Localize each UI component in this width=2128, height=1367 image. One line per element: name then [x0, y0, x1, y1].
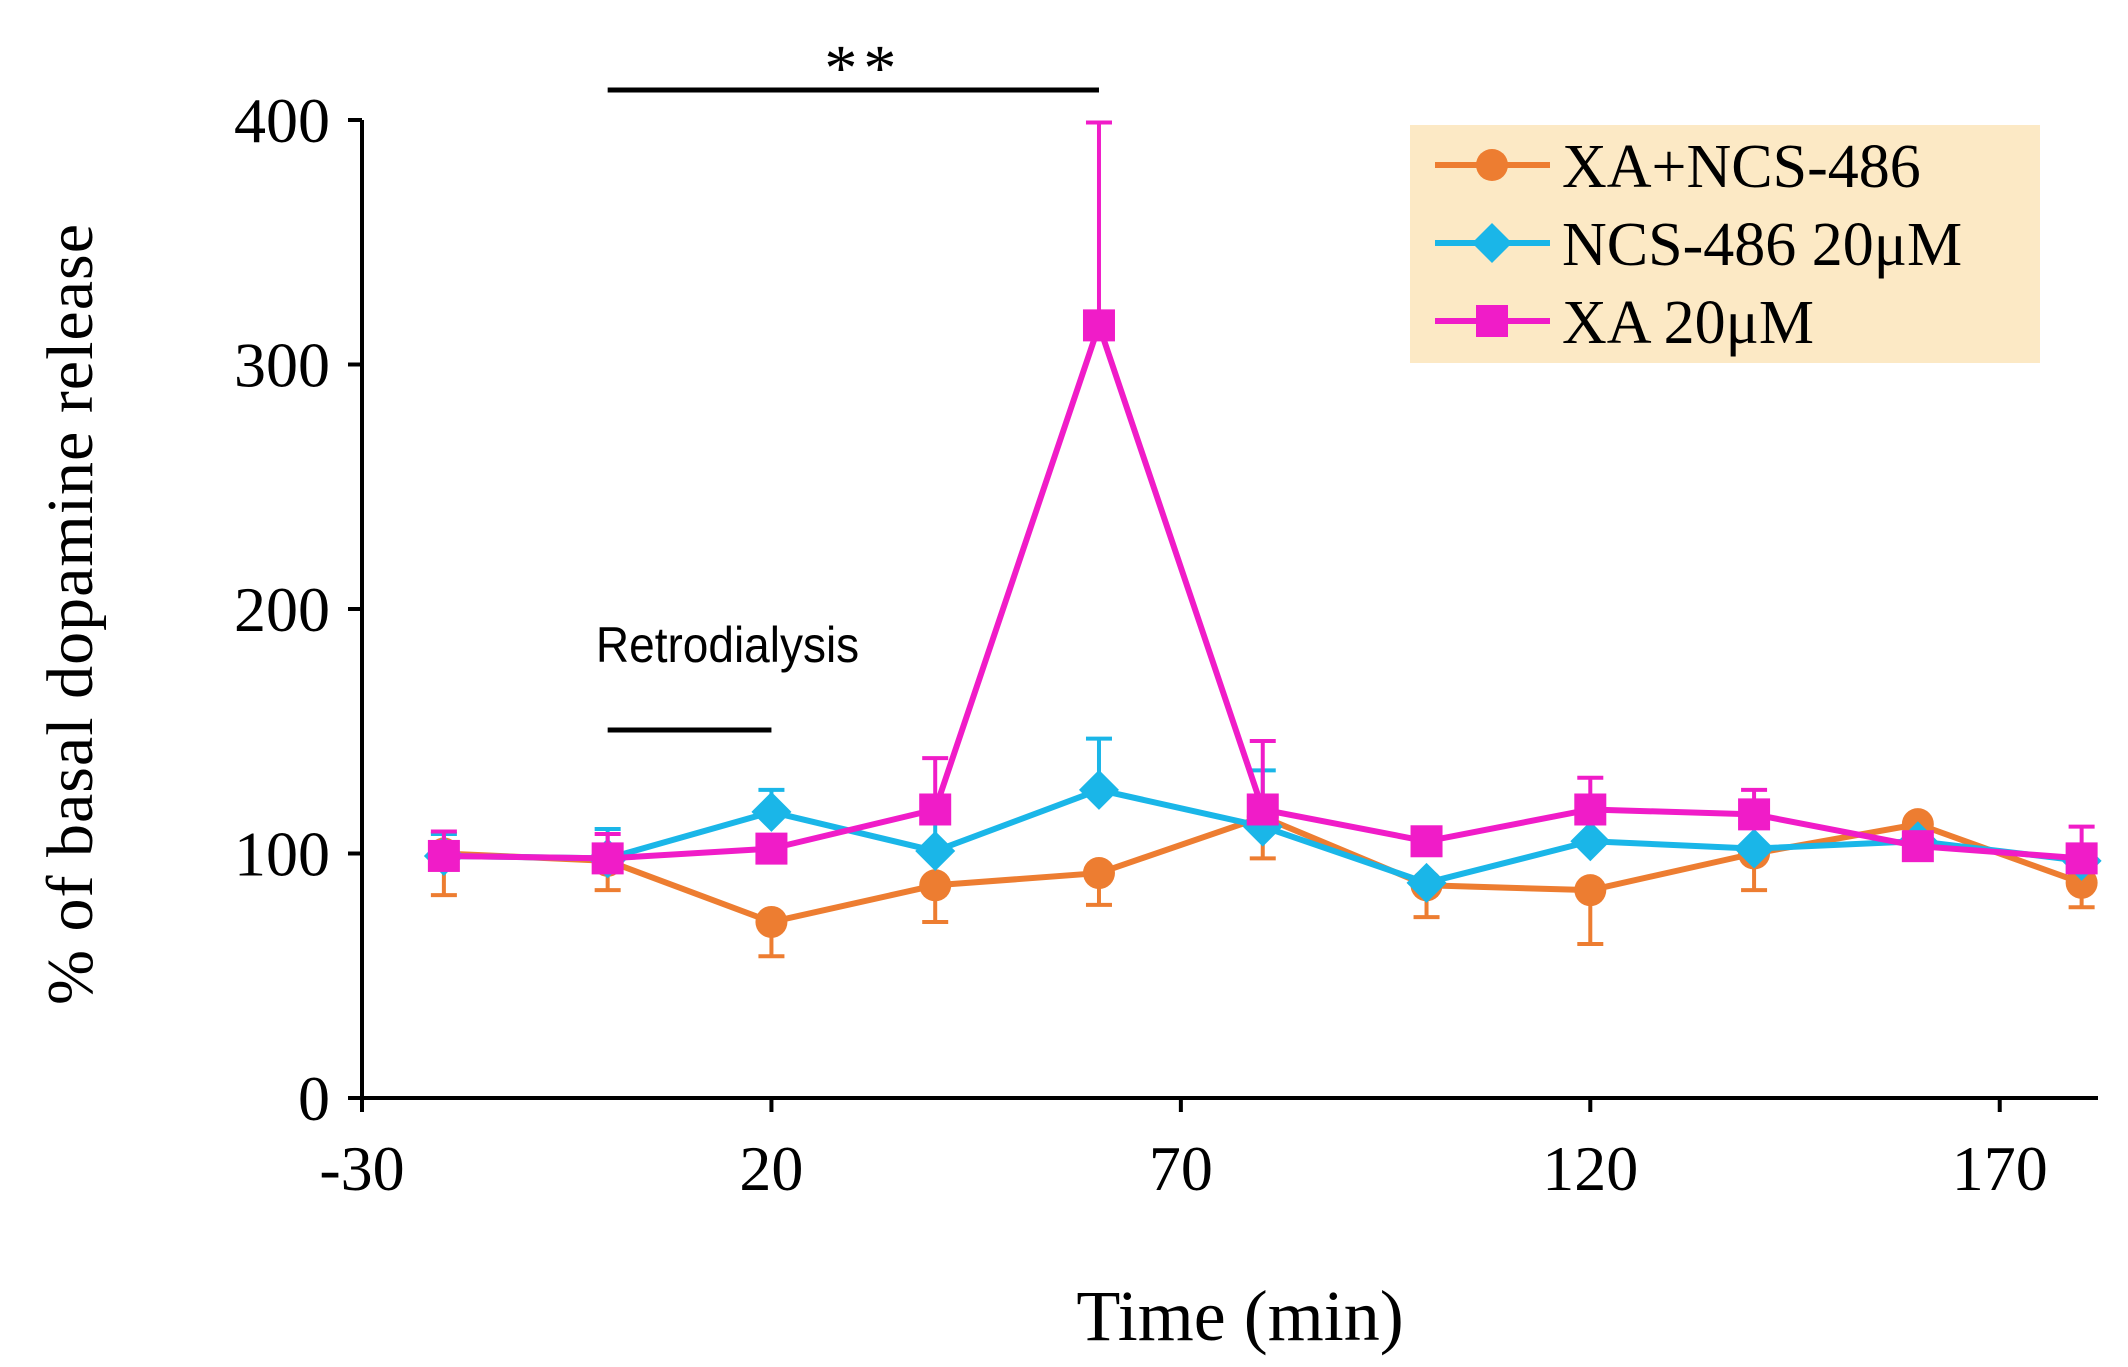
data-point — [919, 793, 952, 826]
x-tick-label: -30 — [319, 1133, 404, 1204]
data-point — [755, 832, 788, 865]
significance-label: ** — [824, 32, 902, 105]
data-point — [755, 905, 788, 938]
treatment-label: Retrodialysis — [596, 618, 859, 673]
data-point — [1078, 769, 1119, 810]
data-point — [1246, 793, 1279, 826]
data-point — [915, 831, 956, 872]
legend-marker — [1472, 223, 1512, 263]
data-point — [1574, 793, 1607, 826]
data-point — [1901, 830, 1934, 863]
legend-marker — [1476, 305, 1508, 337]
data-point — [1406, 862, 1447, 903]
data-point — [751, 791, 792, 832]
legend-label: XA+NCS-486 — [1562, 133, 1921, 201]
legend-marker — [1476, 149, 1508, 181]
data-point — [1570, 821, 1611, 862]
data-point — [1410, 825, 1443, 858]
data-point — [1082, 857, 1115, 890]
x-tick-label: 70 — [1149, 1133, 1213, 1204]
y-tick-label: 400 — [234, 85, 330, 156]
axes: 0 100 200 300 400 -30 20 70 120 170 — [234, 85, 2098, 1204]
data-point — [1082, 309, 1115, 342]
data-point — [1738, 798, 1771, 831]
legend-label: XA 20μM — [1562, 289, 1814, 357]
data-point — [1734, 828, 1775, 869]
data-point — [2065, 866, 2098, 899]
data-point — [919, 869, 952, 902]
y-tick-label: 300 — [234, 330, 330, 401]
y-tick-label: 0 — [298, 1063, 330, 1134]
x-axis-label: Time (min) — [1076, 1276, 1403, 1356]
x-tick-label: 120 — [1542, 1133, 1638, 1204]
y-axis-label: % of basal dopamine release — [34, 223, 107, 1005]
data-point — [591, 842, 624, 875]
x-tick-label: 20 — [739, 1133, 803, 1204]
annotations: ** Retrodialysis — [596, 32, 1099, 733]
data-point — [427, 839, 460, 872]
series-3 — [427, 120, 2098, 875]
y-tick-label: 200 — [234, 574, 330, 645]
series — [423, 120, 2102, 959]
data-point — [2065, 842, 2098, 875]
data-point — [1574, 874, 1607, 907]
legend: XA+NCS-486 NCS-486 20μM XA 20μM — [1410, 125, 2040, 363]
y-tick-label: 100 — [234, 819, 330, 890]
legend-label: NCS-486 20μM — [1562, 211, 1962, 279]
x-tick-label: 170 — [1952, 1133, 2048, 1204]
